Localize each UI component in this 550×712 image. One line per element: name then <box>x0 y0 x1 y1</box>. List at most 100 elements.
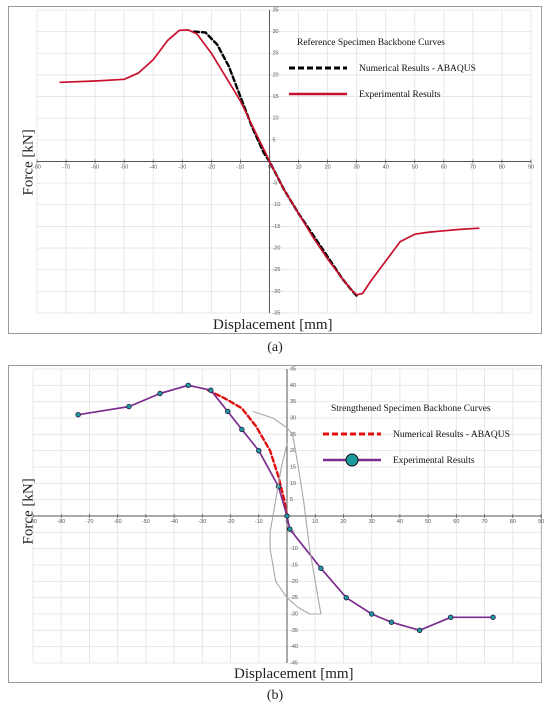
chart-a-x-tick-label: 10 <box>295 165 301 171</box>
chart-a-x-tick-label: 40 <box>383 165 389 171</box>
caption-a: (a) <box>267 340 283 355</box>
chart-b-y-tick-label: -30 <box>290 611 298 617</box>
chart-b-x-tick-label: 0 <box>285 519 288 525</box>
chart-a-x-tick-label: 60 <box>441 165 447 171</box>
chart-b-y-tick-label: -20 <box>290 579 298 585</box>
chart-b-legend-label-1: Experimental Results <box>393 456 475 466</box>
chart-panel-b: -90 -80 -70 -60 -50 -40 -30 -20 -10 0 10 20 30 40 50 60… <box>8 365 544 683</box>
chart-b-x-tick-label: 80 <box>510 519 516 525</box>
chart-a-y-tick-label: -25 <box>272 267 280 273</box>
chart-a-x-tick-label: -20 <box>207 165 215 171</box>
chart-panel-a: -80 -70 -60 -50 -40 -30 -20 -10 0 10 20 30 40 50 60 70 8… <box>8 6 542 334</box>
chart-b-y-tick-label: 30 <box>290 415 296 421</box>
chart-b-x-tick-label: -10 <box>255 519 263 525</box>
chart-a-xlabel: Displacement [mm] <box>213 317 333 333</box>
chart-a-y-tick-label: -15 <box>272 224 280 230</box>
chart-b-series-1-line <box>77 384 494 632</box>
chart-b-y-tick-label: 15 <box>290 464 296 470</box>
chart-b-xlabel: Displacement [mm] <box>234 666 354 682</box>
chart-a-y-tick-label: -20 <box>272 246 280 252</box>
chart-b-series-1-point <box>416 627 423 634</box>
chart-a-x-tick-label: 0 <box>268 165 271 171</box>
chart-b-x-tick-label: 10 <box>312 519 318 525</box>
chart-a-x-tick-label: -30 <box>178 165 186 171</box>
chart-b-x-tick-label: -50 <box>142 519 150 525</box>
chart-b-x-tick-label: 40 <box>397 519 403 525</box>
chart-b-series-1-point <box>490 614 496 620</box>
chart-b-y-tick-label: -10 <box>290 546 298 552</box>
chart-b-y-tick-label: 20 <box>290 448 296 454</box>
chart-a-legend-title: Reference Specimen Backbone Curves <box>297 37 445 48</box>
chart-a-y-tick-label: 5 <box>272 137 275 143</box>
chart-a-y-tick-label: -30 <box>272 289 280 295</box>
chart-b-x-tick-label: 30 <box>369 519 375 525</box>
chart-a-y-tick-label: 30 <box>272 29 278 35</box>
chart-b-series-1-point <box>75 412 81 418</box>
chart-b-legend-label-0: Numerical Results - ABAQUS <box>393 430 510 440</box>
chart-b-series-1-point <box>284 513 290 519</box>
chart-b-x-tick-label: -40 <box>170 519 178 525</box>
chart-b-y-tick-label: 35 <box>290 399 296 405</box>
chart-a-svg: -80 -70 -60 -50 -40 -30 -20 -10 0 10 20 30 40 50 60 70 8… <box>33 7 534 316</box>
chart-b-y-tick-label: -35 <box>290 628 298 634</box>
chart-b-series-1-point <box>157 390 163 397</box>
chart-b-series-1-point <box>256 447 262 454</box>
chart-b-x-tick-label: 20 <box>340 519 346 525</box>
chart-b-x-tick-label: -60 <box>114 519 122 525</box>
chart-a-x-tick-label: -60 <box>91 165 99 171</box>
caption-b: (b) <box>266 688 284 703</box>
chart-b-x-tick-label: 60 <box>453 519 459 525</box>
chart-b-x-tick-label: -90 <box>29 519 37 525</box>
chart-b-legend: Strengthened Specimen Backbone Curves Num… <box>323 404 510 467</box>
chart-b-svg: -90 -80 -70 -60 -50 -40 -30 -20 -10 0 10 20 30 40 50 60… <box>29 366 544 666</box>
chart-a-x-tick-label: -50 <box>120 165 128 171</box>
chart-a-x-tick-label: 30 <box>354 165 360 171</box>
chart-b-series-1-point <box>225 408 231 415</box>
chart-a-y-tick-label: -5 <box>272 181 277 187</box>
chart-a-series-0-line <box>192 30 358 297</box>
chart-a-x-tick-label: 90 <box>528 165 534 171</box>
chart-a-x-tick-label: 20 <box>325 165 331 171</box>
chart-b-y-tick-label: -15 <box>290 562 298 568</box>
chart-a-legend-label-0: Numerical Results - ABAQUS <box>359 64 476 74</box>
chart-b-y-tick-label: -45 <box>290 660 298 666</box>
chart-b-series-2-line <box>252 410 322 615</box>
chart-b-y-tick-label: 40 <box>290 383 296 389</box>
chart-b-series-1-point <box>208 387 214 393</box>
chart-b-series-1-point <box>185 382 191 389</box>
chart-b-series-1-point <box>126 403 132 410</box>
chart-a-x-tick-label: 50 <box>412 165 418 171</box>
chart-a-y-tick-label: 10 <box>272 116 278 122</box>
chart-a-x-tick-label: 80 <box>499 165 505 171</box>
chart-a-x-tick-label: -80 <box>33 165 41 171</box>
chart-a-y-tick-label: -35 <box>272 310 280 316</box>
chart-b-series-1-point <box>388 619 395 625</box>
chart-b-x-tick-label: 70 <box>481 519 487 525</box>
chart-b-x-tick-label: 90 <box>538 519 544 525</box>
chart-a-x-tick-label: -10 <box>236 165 244 171</box>
chart-a-y-tick-label: 25 <box>272 51 278 57</box>
chart-a-legend: Reference Specimen Backbone Curves Numeri… <box>289 37 476 100</box>
chart-b-series-1-point <box>368 611 375 617</box>
chart-b-legend-marker-1 <box>345 453 359 467</box>
chart-b-series-1-point <box>343 594 349 601</box>
chart-b-ylabel: Force [kN] <box>20 478 37 545</box>
chart-b-x-tick-label: -30 <box>198 519 206 525</box>
chart-b-series-1-point <box>287 526 293 532</box>
chart-b-y-tick-label: -25 <box>290 595 298 601</box>
chart-b-x-tick-label: 50 <box>425 519 431 525</box>
chart-b-legend-title: Strengthened Specimen Backbone Curves <box>331 404 491 414</box>
chart-a-legend-label-1: Experimental Results <box>359 90 441 100</box>
chart-a-series-1-line <box>59 29 480 296</box>
chart-b-x-tick-label: -20 <box>227 519 235 525</box>
chart-a-y-tick-label: 35 <box>272 7 278 13</box>
chart-a-y-tick-label: 15 <box>272 94 278 100</box>
chart-a-x-tick-label: -70 <box>62 165 70 171</box>
chart-a-x-tick-label: -40 <box>149 165 157 171</box>
chart-a-x-tick-label: 70 <box>470 165 476 171</box>
chart-b-y-tick-label: 10 <box>290 481 296 487</box>
chart-b-x-tick-label: -80 <box>57 519 65 525</box>
chart-a-y-tick-label: -10 <box>272 202 280 208</box>
chart-a-y-tick-label: 20 <box>272 72 278 78</box>
chart-a-ylabel: Force [kN] <box>20 129 37 196</box>
